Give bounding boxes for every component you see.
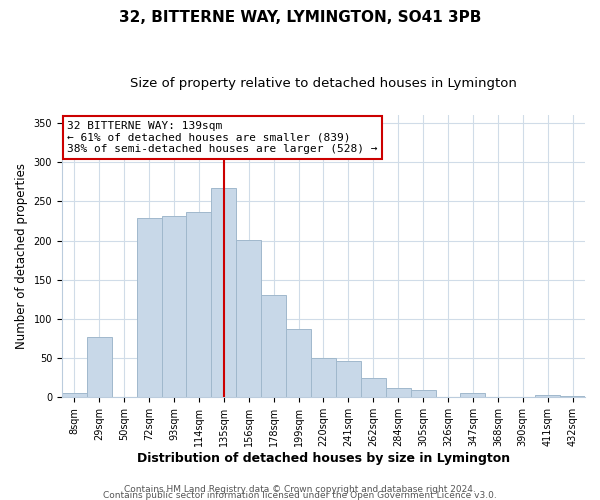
- X-axis label: Distribution of detached houses by size in Lymington: Distribution of detached houses by size …: [137, 452, 510, 465]
- Bar: [62, 394, 87, 398]
- Bar: [560, 396, 585, 398]
- Bar: [211, 188, 236, 398]
- Title: Size of property relative to detached houses in Lymington: Size of property relative to detached ho…: [130, 78, 517, 90]
- Bar: [261, 294, 286, 398]
- Text: Contains HM Land Registry data © Crown copyright and database right 2024.: Contains HM Land Registry data © Crown c…: [124, 484, 476, 494]
- Bar: [161, 216, 187, 398]
- Text: Contains public sector information licensed under the Open Government Licence v3: Contains public sector information licen…: [103, 490, 497, 500]
- Bar: [286, 329, 311, 398]
- Bar: [187, 212, 211, 398]
- Text: 32, BITTERNE WAY, LYMINGTON, SO41 3PB: 32, BITTERNE WAY, LYMINGTON, SO41 3PB: [119, 10, 481, 25]
- Bar: [361, 378, 386, 398]
- Bar: [460, 394, 485, 398]
- Bar: [311, 358, 336, 398]
- Bar: [236, 240, 261, 398]
- Bar: [87, 337, 112, 398]
- Y-axis label: Number of detached properties: Number of detached properties: [15, 164, 28, 350]
- Bar: [137, 218, 161, 398]
- Bar: [410, 390, 436, 398]
- Bar: [336, 362, 361, 398]
- Bar: [386, 388, 410, 398]
- Bar: [535, 395, 560, 398]
- Text: 32 BITTERNE WAY: 139sqm
← 61% of detached houses are smaller (839)
38% of semi-d: 32 BITTERNE WAY: 139sqm ← 61% of detache…: [67, 121, 377, 154]
